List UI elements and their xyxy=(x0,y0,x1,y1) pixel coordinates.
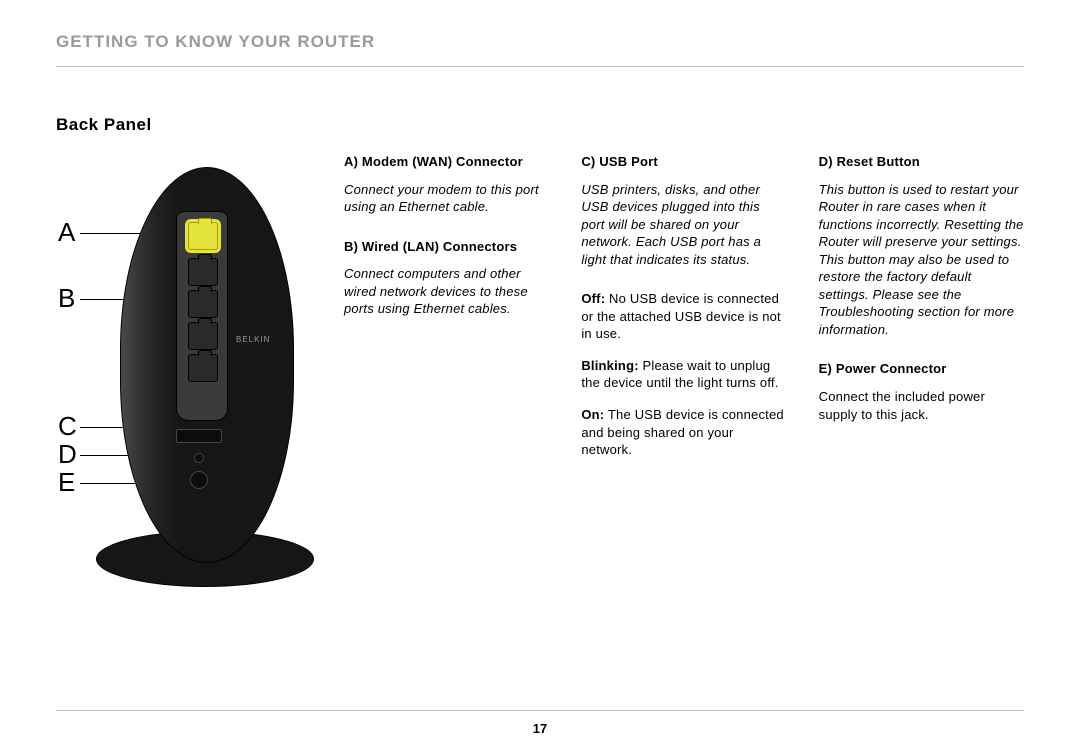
usb-status-on-label: On: xyxy=(581,407,604,422)
callout-letter-c: C xyxy=(58,411,77,442)
lan-port-4-icon xyxy=(188,354,218,382)
callout-letter-d: D xyxy=(58,439,77,470)
section-e-body: Connect the included power supply to thi… xyxy=(819,388,1024,423)
section-a-body: Connect your modem to this port using an… xyxy=(344,181,549,216)
callout-letter-e: E xyxy=(58,467,75,498)
usb-status-off: Off: No USB device is connected or the a… xyxy=(581,290,786,343)
section-c-body: USB printers, disks, and other USB devic… xyxy=(581,181,786,269)
usb-port-icon xyxy=(176,429,222,443)
port-panel-icon xyxy=(176,211,228,421)
usb-status-off-text: No USB device is connected or the attach… xyxy=(581,291,781,341)
usb-status-on-text: The USB device is connected and being sh… xyxy=(581,407,784,457)
diagram-column: A B C D E xyxy=(56,153,316,593)
power-jack-icon xyxy=(190,471,208,489)
usb-status-blinking-label: Blinking: xyxy=(581,358,638,373)
text-column-1: A) Modem (WAN) Connector Connect your mo… xyxy=(344,153,549,593)
lan-port-2-icon xyxy=(188,290,218,318)
section-c-heading: C) USB Port xyxy=(581,153,786,171)
lan-port-3-icon xyxy=(188,322,218,350)
section-d-body: This button is used to restart your Rout… xyxy=(819,181,1024,339)
page-number: 17 xyxy=(533,721,547,736)
text-columns: A) Modem (WAN) Connector Connect your mo… xyxy=(344,153,1024,593)
section-a-heading: A) Modem (WAN) Connector xyxy=(344,153,549,171)
callout-letter-a: A xyxy=(58,217,75,248)
subsection-title: Back Panel xyxy=(56,115,1024,135)
text-column-2: C) USB Port USB printers, disks, and oth… xyxy=(581,153,786,593)
section-e-heading: E) Power Connector xyxy=(819,360,1024,378)
reset-button-icon xyxy=(194,453,204,463)
content-row: A B C D E xyxy=(56,153,1024,593)
brand-label: BELKIN xyxy=(236,335,270,344)
manual-page: GETTING TO KNOW YOUR ROUTER Back Panel A… xyxy=(0,0,1080,756)
section-d-heading: D) Reset Button xyxy=(819,153,1024,171)
section-b-body: Connect computers and other wired networ… xyxy=(344,265,549,318)
page-footer: 17 xyxy=(56,710,1024,736)
lan-port-1-icon xyxy=(188,258,218,286)
router-illustration: BELKIN xyxy=(114,157,314,587)
wan-port-icon xyxy=(188,222,218,250)
page-header: GETTING TO KNOW YOUR ROUTER xyxy=(56,32,1024,67)
usb-status-off-label: Off: xyxy=(581,291,605,306)
callout-letter-b: B xyxy=(58,283,75,314)
section-b-heading: B) Wired (LAN) Connectors xyxy=(344,238,549,256)
usb-status-on: On: The USB device is connected and bein… xyxy=(581,406,786,459)
usb-status-blinking: Blinking: Please wait to unplug the devi… xyxy=(581,357,786,392)
text-column-3: D) Reset Button This button is used to r… xyxy=(819,153,1024,593)
